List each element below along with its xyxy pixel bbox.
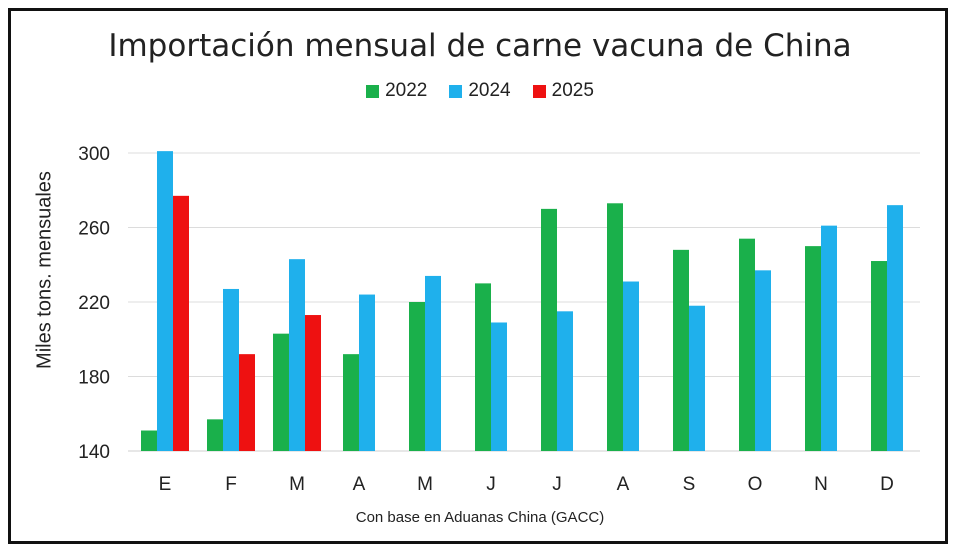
bar-2022-10: [805, 246, 821, 451]
chart-legend: 2022 2024 2025: [0, 80, 960, 102]
bar-2024-11: [887, 205, 903, 451]
legend-item-2022: 2022: [362, 80, 431, 102]
bar-2024-1: [223, 288, 239, 451]
x-tick-label: F: [225, 474, 237, 495]
x-axis-caption: Con base en Aduanas China (GACC): [355, 509, 605, 526]
y-tick-label: 260: [78, 219, 110, 240]
bar-2025-1: [239, 354, 255, 451]
bar-2024-6: [557, 311, 573, 451]
bar-2024-10: [821, 225, 837, 451]
bar-2022-8: [673, 249, 689, 451]
y-tick-label: 220: [78, 293, 110, 314]
bar-2024-5: [491, 322, 507, 451]
bar-2022-5: [475, 283, 491, 451]
x-tick-label: S: [683, 474, 696, 495]
bar-2024-7: [623, 281, 639, 451]
x-tick-label: N: [814, 474, 828, 495]
bar-2022-11: [871, 261, 887, 451]
bar-2024-0: [157, 151, 173, 451]
bar-2022-9: [739, 238, 755, 451]
bar-2022-6: [541, 208, 557, 451]
x-tick-label: A: [617, 474, 630, 495]
bar-2022-3: [343, 354, 359, 451]
y-tick-label: 300: [78, 144, 110, 165]
legend-label-2025: 2025: [551, 80, 594, 101]
bar-2022-1: [207, 419, 223, 451]
bar-2025-0: [173, 195, 189, 451]
x-tick-label: D: [880, 474, 894, 495]
bar-2025-2: [305, 315, 321, 451]
x-tick-label: O: [748, 474, 763, 495]
bar-2022-0: [141, 430, 157, 451]
legend-swatch-2022: [366, 84, 380, 98]
bar-2022-2: [273, 333, 289, 451]
chart-title: Importación mensual de carne vacuna de C…: [108, 28, 852, 64]
bar-2022-7: [607, 203, 623, 451]
legend-item-2024: 2024: [445, 80, 514, 102]
x-tick-label: E: [159, 474, 172, 495]
y-tick-label: 180: [78, 368, 110, 389]
x-tick-label: J: [552, 474, 562, 495]
legend-label-2024: 2024: [468, 80, 511, 101]
x-tick-label: M: [417, 474, 433, 495]
bar-2024-8: [689, 305, 705, 451]
x-tick-label: J: [486, 474, 496, 495]
bar-2024-4: [425, 275, 441, 451]
x-tick-label: A: [353, 474, 366, 495]
legend-item-2025: 2025: [529, 80, 598, 102]
bar-2024-2: [289, 259, 305, 451]
bar-2024-3: [359, 294, 375, 451]
legend-swatch-2024: [449, 84, 463, 98]
y-tick-label: 140: [78, 442, 110, 463]
x-tick-label: M: [289, 474, 305, 495]
legend-swatch-2025: [532, 84, 546, 98]
bar-2024-9: [755, 270, 771, 451]
legend-label-2022: 2022: [385, 80, 428, 101]
bar-2022-4: [409, 302, 425, 451]
